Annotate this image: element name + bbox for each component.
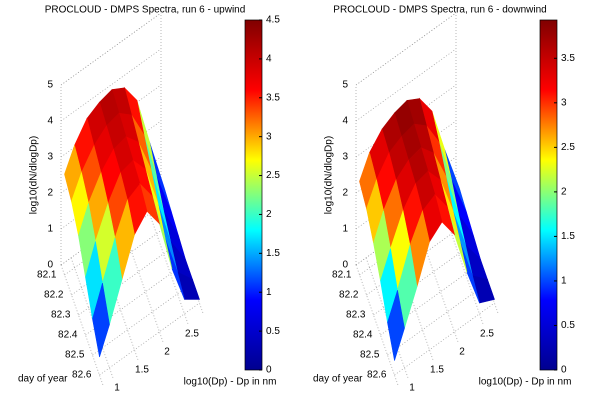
z-grid-line xyxy=(60,84,162,158)
z-tick-label: 3 xyxy=(342,152,348,163)
x-tick-label: 2 xyxy=(164,346,170,357)
colorbar-tick-label: 1.5 xyxy=(266,248,280,259)
surface-patch xyxy=(387,290,405,361)
z-tick-label: 1 xyxy=(342,224,348,235)
y-axis-label: day of year xyxy=(18,374,68,385)
y-tick-label: 82.6 xyxy=(72,370,92,381)
colorbar-tick-label: 1 xyxy=(561,276,567,287)
x-tick-label: 1.5 xyxy=(430,364,444,375)
chart-title: PROCLOUD - DMPS Spectra, run 6 - downwin… xyxy=(333,5,546,16)
z-tick-label: 0 xyxy=(47,260,53,271)
colorbar-tick-label: 0.5 xyxy=(266,326,280,337)
colorbar-tick-label: 3.5 xyxy=(266,92,280,103)
y-grid-line xyxy=(92,282,193,356)
z-tick-label: 3 xyxy=(47,152,53,163)
x-tick-label: 1.5 xyxy=(135,364,149,375)
z-tick-label: 0 xyxy=(342,260,348,271)
y-grid-line xyxy=(387,282,488,356)
colorbar-tick-label: 3 xyxy=(266,131,272,142)
z-grid-line xyxy=(60,12,162,86)
y-tick-label: 82.1 xyxy=(37,270,57,281)
colorbar-tick-label: 2 xyxy=(266,209,272,220)
x-tick-label: 2.5 xyxy=(480,328,494,339)
colorbar xyxy=(244,19,263,371)
colorbar-tick-label: 3 xyxy=(561,97,567,108)
z-tick-label: 5 xyxy=(47,80,53,91)
y-grid-line xyxy=(78,242,179,316)
z-grid-line xyxy=(355,12,457,86)
y-grid-line xyxy=(373,242,474,316)
y-grid-line xyxy=(71,222,172,296)
colorbar-tick-label: 1.5 xyxy=(561,231,575,242)
colorbar-tick-label: 2.5 xyxy=(266,170,280,181)
y-tick-label: 82.5 xyxy=(65,350,85,361)
colorbar-tick-label: 0.5 xyxy=(561,320,575,331)
y-tick-label: 82.6 xyxy=(367,370,387,381)
y-grid-line xyxy=(394,302,495,376)
box-edge xyxy=(355,264,399,386)
z-axis-label: log10(dN/dlogDp) xyxy=(324,136,335,214)
y-tick-label: 82.4 xyxy=(58,330,78,341)
x-tick-label: 1 xyxy=(114,382,120,393)
z-tick-label: 5 xyxy=(342,80,348,91)
x-tick-label: 1 xyxy=(409,382,415,393)
z-tick-label: 2 xyxy=(47,188,53,199)
surface-patch xyxy=(92,282,110,358)
y-axis-label: day of year xyxy=(313,374,363,385)
x-axis-label: log10(Dp) - Dp in nm xyxy=(184,377,277,388)
y-tick-label: 82.5 xyxy=(360,350,380,361)
z-grid-line xyxy=(355,84,457,158)
y-grid-line xyxy=(85,262,186,336)
z-tick-label: 2 xyxy=(342,188,348,199)
y-tick-label: 82.2 xyxy=(339,290,359,301)
colorbar-tick-label: 2.5 xyxy=(561,142,575,153)
colorbar-tick-label: 0 xyxy=(266,365,272,376)
y-grid-line xyxy=(366,222,467,296)
chart-title: PROCLOUD - DMPS Spectra, run 6 - upwind xyxy=(45,5,246,16)
x-tick-label: 2 xyxy=(459,346,465,357)
z-axis-label: log10(dN/dlogDp) xyxy=(29,136,40,214)
colorbar xyxy=(539,19,558,371)
z-tick-label: 1 xyxy=(47,224,53,235)
y-grid-line xyxy=(380,262,481,336)
y-grid-line xyxy=(99,302,200,376)
box-edge xyxy=(60,264,104,386)
y-tick-label: 82.4 xyxy=(353,330,373,341)
z-grid-line xyxy=(60,48,162,122)
colorbar-tick-label: 2 xyxy=(561,187,567,198)
y-grid-line xyxy=(64,202,165,276)
y-tick-label: 82.2 xyxy=(44,290,64,301)
colorbar-tick-label: 3.5 xyxy=(561,53,575,64)
y-tick-label: 82.1 xyxy=(332,270,352,281)
x-tick-label: 2.5 xyxy=(185,328,199,339)
colorbar-tick-label: 4.5 xyxy=(266,15,280,26)
x-grid-line xyxy=(145,203,189,324)
z-grid-line xyxy=(355,48,457,122)
z-tick-label: 4 xyxy=(47,116,53,127)
x-axis-label: log10(Dp) - Dp in nm xyxy=(479,377,572,388)
y-tick-label: 82.3 xyxy=(346,310,366,321)
colorbar-tick-label: 1 xyxy=(266,287,272,298)
colorbar-tick-label: 4 xyxy=(266,54,272,65)
y-tick-label: 82.3 xyxy=(51,310,71,321)
z-tick-label: 4 xyxy=(342,116,348,127)
colorbar-tick-label: 0 xyxy=(561,365,567,376)
